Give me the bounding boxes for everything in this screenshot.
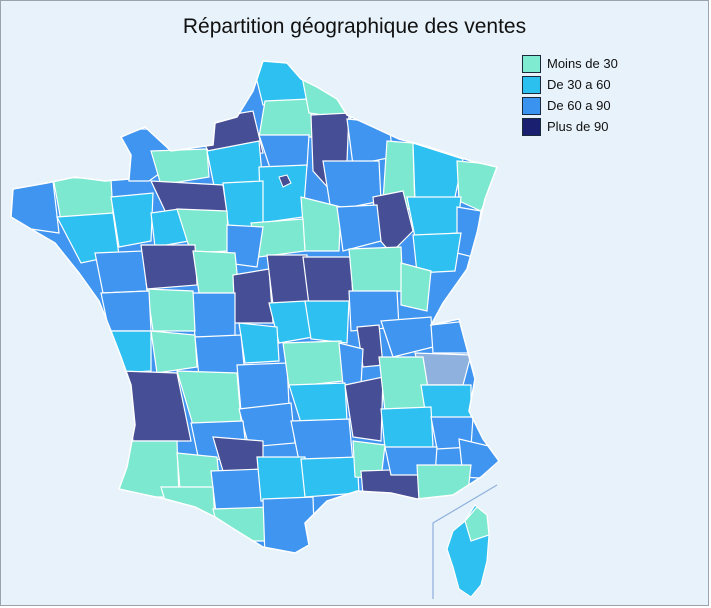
legend-label: Moins de 30 bbox=[547, 56, 618, 71]
region bbox=[94, 250, 148, 294]
region bbox=[258, 98, 316, 138]
region bbox=[150, 330, 198, 374]
mainland-regions bbox=[11, 61, 499, 553]
region bbox=[464, 506, 490, 542]
region bbox=[190, 292, 236, 338]
corsica bbox=[446, 504, 490, 598]
legend-label: De 60 a 90 bbox=[547, 98, 611, 113]
region bbox=[192, 250, 240, 294]
region bbox=[238, 322, 280, 364]
region bbox=[336, 204, 382, 252]
region bbox=[380, 406, 434, 450]
region bbox=[300, 196, 342, 252]
legend-swatch bbox=[522, 54, 541, 73]
region bbox=[150, 148, 210, 186]
legend-label: De 30 a 60 bbox=[547, 77, 611, 92]
region bbox=[302, 256, 354, 306]
region bbox=[378, 356, 432, 412]
region-paris bbox=[278, 174, 292, 188]
region bbox=[348, 246, 404, 294]
region bbox=[146, 288, 196, 332]
legend: Moins de 30 De 30 a 60 De 60 a 90 Plus d… bbox=[522, 53, 618, 137]
legend-item: Moins de 30 bbox=[522, 53, 618, 74]
region bbox=[412, 232, 462, 274]
region bbox=[262, 496, 316, 553]
region bbox=[282, 340, 344, 388]
region bbox=[256, 456, 308, 502]
region bbox=[266, 254, 310, 306]
region bbox=[456, 160, 499, 212]
region bbox=[300, 456, 360, 498]
region bbox=[226, 224, 264, 268]
region bbox=[344, 376, 384, 442]
region bbox=[406, 196, 462, 238]
legend-label: Plus de 90 bbox=[547, 119, 609, 134]
region bbox=[304, 300, 350, 344]
chart-title: Répartition géographique des ventes bbox=[182, 15, 527, 38]
france-outline bbox=[10, 60, 501, 554]
region bbox=[338, 342, 364, 386]
region bbox=[258, 164, 308, 224]
legend-swatch bbox=[522, 75, 541, 94]
region bbox=[110, 330, 152, 374]
region bbox=[140, 244, 198, 290]
region bbox=[400, 262, 432, 312]
region bbox=[412, 142, 464, 202]
region bbox=[160, 486, 216, 522]
legend-item: Plus de 90 bbox=[522, 116, 618, 137]
legend-item: De 30 a 60 bbox=[522, 74, 618, 95]
corsica-separator bbox=[432, 484, 498, 599]
legend-item: De 60 a 90 bbox=[522, 95, 618, 116]
region bbox=[232, 268, 274, 324]
region bbox=[110, 192, 154, 248]
legend-swatch bbox=[522, 117, 541, 136]
legend-swatch bbox=[522, 96, 541, 115]
